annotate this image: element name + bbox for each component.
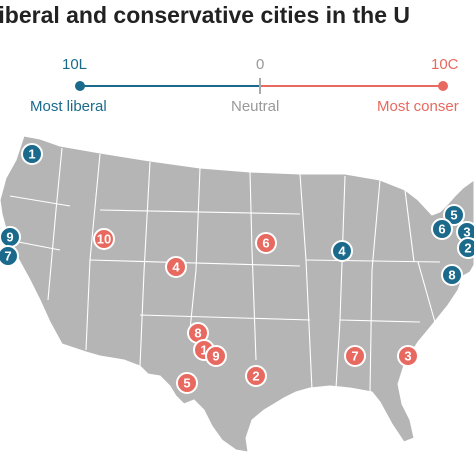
svg-text:3: 3 <box>463 225 470 240</box>
svg-text:2: 2 <box>252 369 259 384</box>
liberal-marker[interactable]: 1 <box>21 143 43 165</box>
svg-text:8: 8 <box>448 268 455 283</box>
scale-right-value: 10C <box>431 56 459 73</box>
svg-text:7: 7 <box>4 249 11 264</box>
svg-text:5: 5 <box>183 376 190 391</box>
svg-text:7: 7 <box>351 349 358 364</box>
conservative-marker[interactable]: 6 <box>255 232 277 254</box>
svg-text:2: 2 <box>464 241 471 256</box>
liberal-marker[interactable]: 7 <box>0 245 19 267</box>
conservative-marker[interactable]: 9 <box>205 345 227 367</box>
scale-liberal-line <box>80 85 260 87</box>
svg-text:10: 10 <box>97 232 111 247</box>
conservative-marker[interactable]: 7 <box>344 345 366 367</box>
conservative-marker[interactable]: 4 <box>165 256 187 278</box>
conservative-marker[interactable]: 2 <box>245 365 267 387</box>
liberal-marker[interactable]: 8 <box>441 264 463 286</box>
svg-text:1: 1 <box>28 147 35 162</box>
svg-text:6: 6 <box>438 222 445 237</box>
svg-text:4: 4 <box>338 244 346 259</box>
svg-text:6: 6 <box>262 236 269 251</box>
conservative-marker[interactable]: 5 <box>176 372 198 394</box>
liberal-marker[interactable]: 5 <box>443 204 465 226</box>
state-borders <box>7 147 441 393</box>
svg-text:9: 9 <box>212 349 219 364</box>
svg-text:4: 4 <box>172 260 180 275</box>
conservative-marker[interactable]: 3 <box>397 345 419 367</box>
scale-right-dot <box>438 81 448 91</box>
svg-text:9: 9 <box>6 230 13 245</box>
scale-mid-value: 0 <box>256 56 265 73</box>
scale-conservative-line <box>261 85 443 87</box>
liberal-marker[interactable]: 4 <box>331 240 353 262</box>
scale-left-value: 10L <box>62 56 88 73</box>
scale-left-label: Most liberal <box>30 98 107 115</box>
map-title: liberal and conservative cities in the U <box>0 2 410 28</box>
scale-neutral-tick <box>259 78 261 94</box>
scale-mid-label: Neutral <box>231 98 280 115</box>
svg-text:8: 8 <box>194 326 201 341</box>
ideology-scale-legend: 10L 0 10C Most liberal Neutral Most cons… <box>0 48 474 128</box>
svg-text:1: 1 <box>200 343 207 358</box>
liberal-marker[interactable]: 2 <box>457 237 474 259</box>
scale-right-label: Most conser <box>377 98 459 115</box>
us-land <box>0 135 474 453</box>
liberal-marker[interactable]: 6 <box>431 218 453 240</box>
conservative-marker[interactable]: 10 <box>93 228 115 250</box>
svg-text:5: 5 <box>450 208 457 223</box>
svg-text:3: 3 <box>404 349 411 364</box>
liberal-marker[interactable]: 9 <box>0 226 21 248</box>
